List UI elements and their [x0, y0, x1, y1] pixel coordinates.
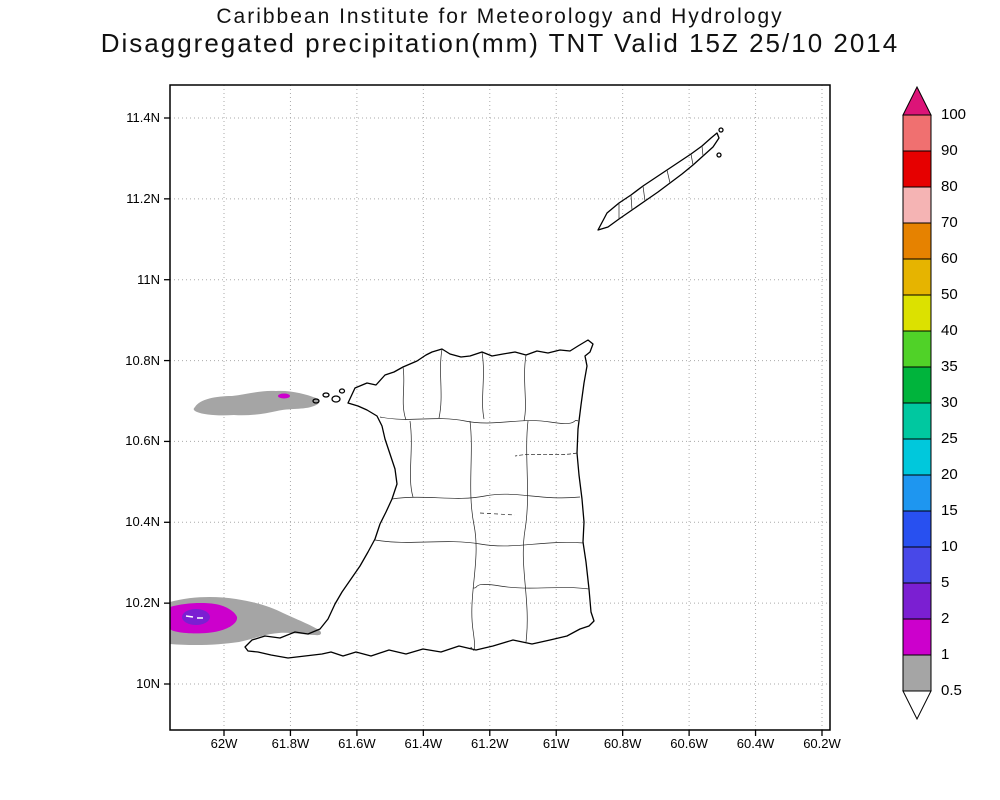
lon-tick-label: 60.6W [670, 736, 708, 751]
grid-layer [164, 85, 830, 736]
tobago-islet [716, 152, 722, 158]
colorbar-label: 90 [941, 142, 958, 159]
colorbar-label: 35 [941, 358, 958, 375]
colorbar-label: 70 [941, 214, 958, 231]
colorbar-segment [902, 582, 932, 620]
lat-tick-label: 11N [137, 271, 160, 287]
boundary-line [409, 420, 414, 498]
tobago-islet [718, 127, 724, 133]
boundary-line [481, 351, 485, 420]
boundary-line [379, 416, 579, 424]
boundary-line [522, 420, 529, 643]
lon-tick-label: 61.2W [470, 736, 509, 751]
tobago-boundary [690, 153, 694, 166]
colorbar-segment [902, 366, 932, 404]
boundary-line [469, 420, 477, 651]
colorbar-label: 60 [941, 250, 958, 267]
colorbar-segment [902, 150, 932, 188]
plot-border [169, 84, 831, 731]
lon-tick-label: 61.6W [338, 736, 376, 751]
colorbar-label: 10 [941, 538, 958, 555]
precip-shade-south-purple [182, 609, 210, 625]
lat-tick-label: 11.2N [126, 190, 160, 206]
tobago-coastline [597, 132, 720, 231]
colorbar-segment [902, 438, 932, 476]
precip-shade-north-gray [193, 390, 320, 416]
colorbar-label: 20 [941, 466, 958, 483]
tobago-boundary [630, 194, 633, 211]
colorbar-segment [902, 474, 932, 512]
colorbar-label: 2 [941, 610, 950, 627]
bocas-islet [322, 392, 330, 398]
colorbar-label: 80 [941, 178, 958, 195]
boundary-line-dashed [514, 452, 578, 457]
colorbar-label: 50 [941, 286, 958, 303]
colorbar-label: 25 [941, 430, 958, 447]
tobago-boundary [666, 169, 671, 184]
colorbar-label: 100 [941, 106, 967, 123]
org-title: Caribbean Institute for Meteorology and … [216, 5, 784, 28]
boundary-line [391, 493, 581, 500]
lat-tick-label: 10.4N [125, 514, 160, 530]
colorbar-segment [902, 402, 932, 440]
trinidad-coastline [244, 339, 595, 659]
colorbar-segment [902, 294, 932, 332]
colorbar-segment [902, 222, 932, 260]
lat-tick-label: 10N [136, 676, 160, 691]
chart-title: Disaggregated precipitation(mm) TNT Vali… [100, 28, 900, 58]
internal-boundaries [374, 145, 704, 651]
colorbar-under-arrow [902, 690, 932, 721]
bocas-islet [312, 398, 320, 404]
precip-shade-north-magenta [278, 393, 290, 399]
colorbar-label: 5 [941, 574, 950, 591]
boundary-line-dashed [479, 512, 516, 516]
precip-contour-white-dash [185, 615, 203, 619]
boundary-line [374, 539, 585, 547]
tobago-boundary [642, 185, 646, 202]
lon-tick-label: 60.8W [603, 736, 642, 751]
colorbar-label: 1 [941, 646, 950, 663]
colorbar-segment [902, 330, 932, 368]
lat-tick-label: 10.6N [125, 433, 160, 449]
boundary-line [402, 366, 407, 421]
colorbar [902, 85, 932, 721]
colorbar-segment [902, 114, 932, 152]
colorbar-label: 0.5 [941, 682, 962, 699]
colorbar-segment [902, 510, 932, 548]
colorbar-over-arrow [902, 85, 932, 116]
colorbar-segment [902, 618, 932, 656]
lon-tick-label: 61.8W [271, 736, 310, 751]
lon-tick-label: 60.2W [803, 736, 841, 751]
colorbar-segment [902, 546, 932, 584]
colorbar-label: 40 [941, 322, 958, 339]
bocas-islet [331, 395, 341, 403]
lat-tick-label: 10.8N [125, 352, 160, 368]
bocas-islet [338, 388, 346, 394]
colorbar-segment [902, 258, 932, 296]
colorbar-segment [902, 186, 932, 224]
lat-tick-label: 10.2N [125, 595, 160, 611]
boundary-line [523, 354, 527, 422]
lon-tick-label: 61.4W [404, 736, 443, 751]
colorbar-label: 30 [941, 394, 958, 411]
lon-tick-label: 61W [542, 736, 570, 751]
lat-tick-label: 11.4N [126, 110, 160, 125]
geo-layer [170, 127, 724, 659]
colorbar-segment [902, 654, 932, 692]
colorbar-label: 15 [941, 502, 958, 519]
boundary-line [472, 583, 590, 590]
boundary-line [438, 348, 443, 419]
lon-tick-label: 60.4W [736, 736, 775, 751]
lon-tick-label: 62W [210, 736, 238, 751]
tobago-boundary [701, 145, 704, 157]
